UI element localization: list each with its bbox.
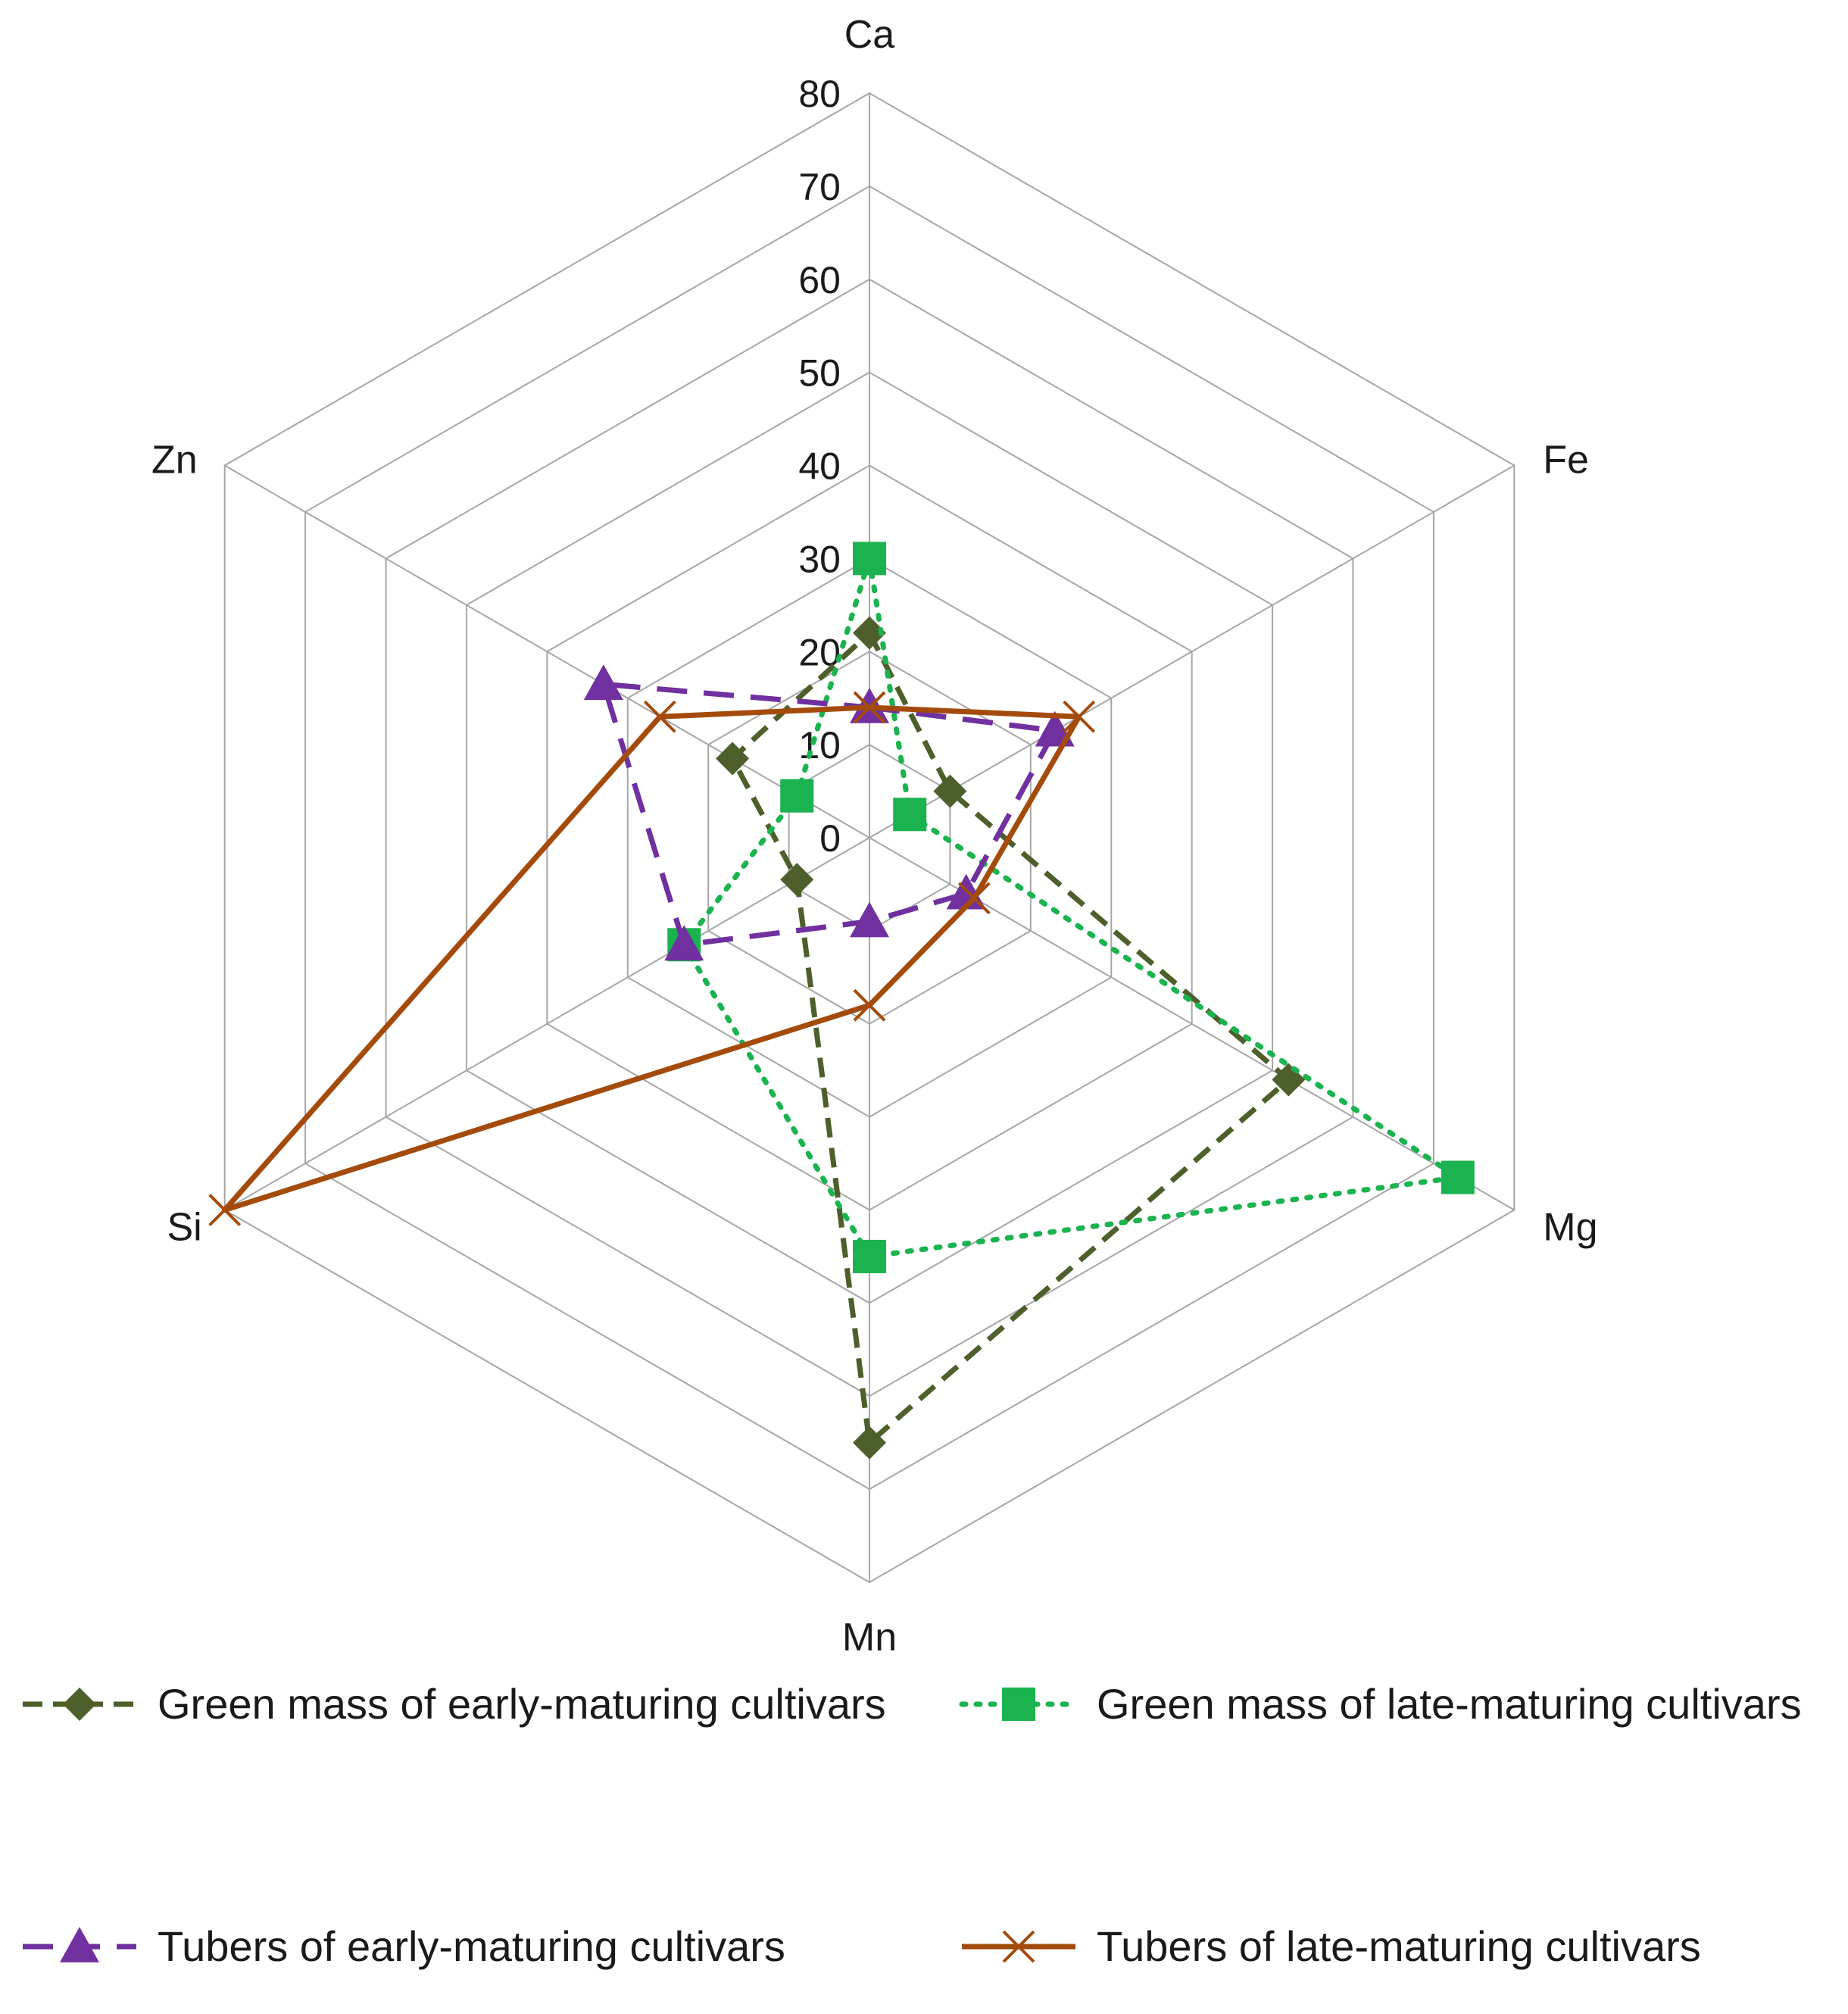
data-point-diamond: [853, 616, 886, 650]
legend-swatch-marker: [1002, 1930, 1035, 1963]
data-point-triangle: [583, 664, 623, 701]
tick-label: 10: [798, 724, 841, 767]
data-point-diamond: [933, 774, 967, 808]
data-point-x: [208, 1194, 242, 1226]
axis-label-mg: Mg: [1543, 1206, 1597, 1250]
tick-label: 40: [798, 445, 841, 488]
data-point-x: [643, 700, 676, 733]
data-point-triangle: [850, 901, 889, 938]
axis-label-zn: Zn: [151, 439, 198, 482]
axis-labels: Ca Fe Mg Mn Si Zn: [151, 13, 1598, 1660]
grid-spoke: [869, 464, 1515, 838]
data-series: [208, 542, 1475, 1460]
axis-label-fe: Fe: [1543, 439, 1589, 482]
tick-label: 0: [819, 817, 841, 860]
grid-spoke: [224, 464, 870, 838]
legend-label: Green mass of early-maturing cultivars: [158, 1680, 886, 1728]
data-point-triangle: [664, 925, 704, 961]
series-4: [208, 691, 1096, 1226]
legend-label: Tubers of late-maturing cultivars: [1097, 1922, 1701, 1970]
data-point-square: [1441, 1160, 1475, 1194]
legend: Green mass of early-maturing cultivars Gr…: [23, 1680, 1802, 1970]
tick-label: 70: [798, 166, 841, 208]
tick-label: 30: [798, 538, 841, 580]
series-2: [667, 542, 1475, 1273]
axis-label-si: Si: [167, 1206, 201, 1250]
data-point-square: [853, 1239, 886, 1273]
legend-swatch-marker: [63, 1688, 96, 1721]
series-1: [716, 616, 1306, 1460]
radar-grid: [223, 92, 1516, 1584]
data-point-square: [780, 779, 814, 813]
legend-label: Tubers of early-maturing cultivars: [158, 1922, 785, 1970]
axis-label-mn: Mn: [842, 1616, 897, 1660]
legend-item: Tubers of late-maturing cultivars: [962, 1922, 1701, 1970]
legend-swatch-marker: [1002, 1688, 1035, 1721]
data-point-x: [853, 691, 886, 724]
grid-spoke: [224, 837, 870, 1211]
data-point-x: [957, 882, 991, 915]
data-point-square: [853, 542, 886, 576]
tick-label: 60: [798, 259, 841, 301]
legend-item: Green mass of early-maturing cultivars: [23, 1680, 886, 1728]
legend-item: Green mass of late-maturing cultivars: [959, 1680, 1802, 1728]
data-point-diamond: [853, 1425, 886, 1460]
data-point-x: [1063, 700, 1096, 733]
data-point-diamond: [716, 742, 750, 776]
legend-item: Tubers of early-maturing cultivars: [23, 1922, 785, 1970]
tick-label: 80: [798, 73, 841, 115]
data-point-diamond: [780, 863, 814, 897]
data-point-x: [853, 988, 886, 1022]
legend-label: Green mass of late-maturing cultivars: [1097, 1680, 1802, 1728]
legend-swatch-marker: [60, 1927, 99, 1962]
data-point-square: [893, 798, 927, 832]
tick-label: 50: [798, 352, 841, 395]
axis-label-ca: Ca: [844, 13, 895, 57]
